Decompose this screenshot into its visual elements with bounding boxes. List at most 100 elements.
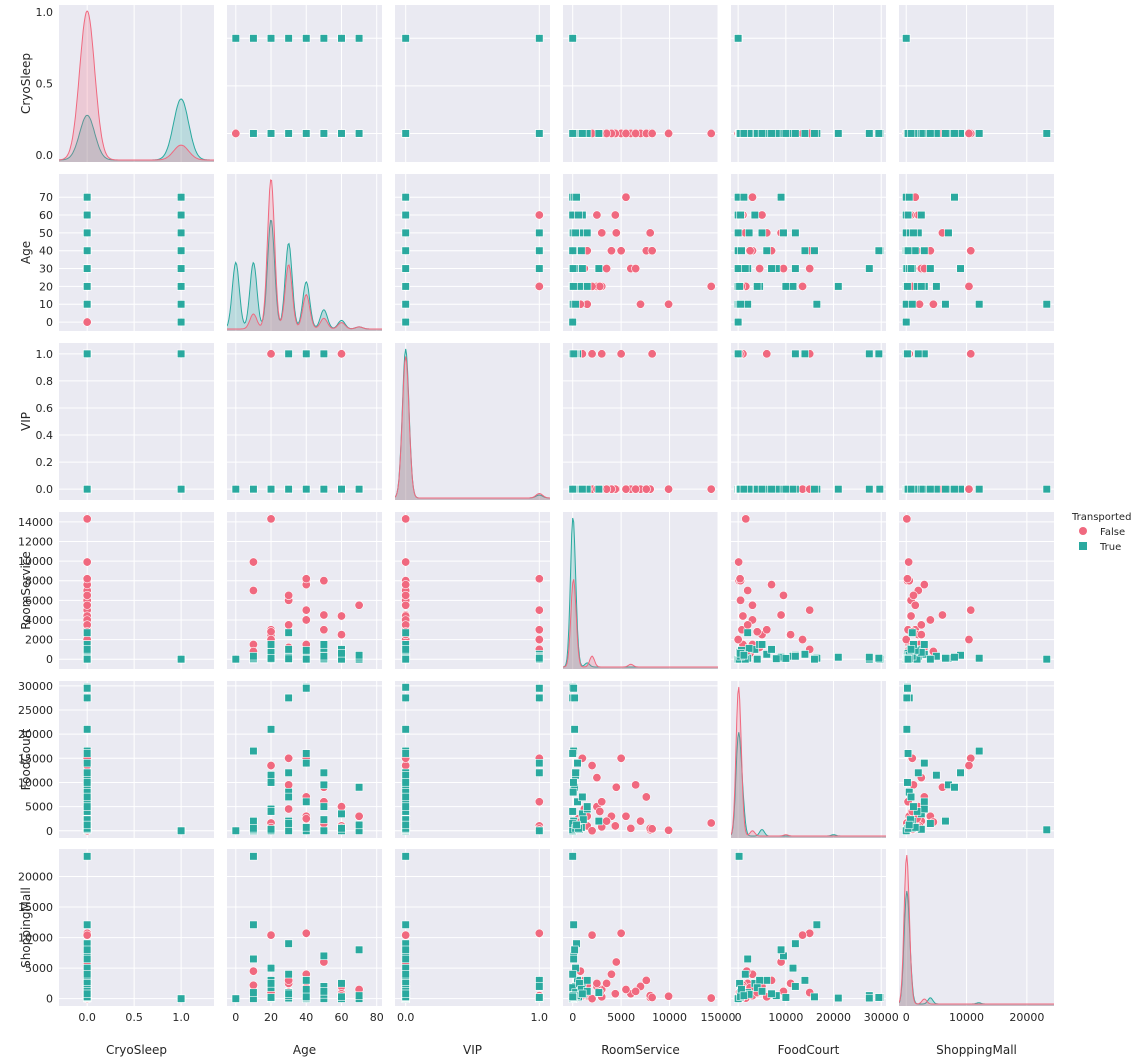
point-True <box>302 985 311 994</box>
point-True <box>865 264 874 273</box>
point-True <box>572 193 581 202</box>
point-True <box>568 992 577 1001</box>
panel-FoodCourt-vs-RoomService <box>563 681 719 838</box>
point-True <box>284 792 293 802</box>
point-True <box>355 945 364 954</box>
ylabel-ShoppingMall: ShoppingMall <box>19 887 33 968</box>
panel-FoodCourt-vs-FoodCourt <box>731 681 886 838</box>
point-True <box>739 129 748 138</box>
point-True <box>800 246 810 255</box>
point-True <box>319 951 328 961</box>
panel-ShoppingMall-vs-ShoppingMall <box>899 849 1054 1006</box>
ytick-label: 0.0 <box>36 149 54 162</box>
point-False <box>910 600 920 610</box>
point-False <box>966 605 976 615</box>
point-True <box>249 652 258 661</box>
point-True <box>800 129 810 138</box>
xtick-label: 10000 <box>949 1011 984 1024</box>
point-True <box>594 264 603 273</box>
point-False <box>916 620 926 630</box>
point-True <box>735 852 744 861</box>
point-False <box>621 128 631 138</box>
point-False <box>616 349 626 359</box>
point-False <box>82 557 92 567</box>
panel-Age-vs-CryoSleep <box>59 174 214 331</box>
point-True <box>734 228 743 237</box>
kde-line-False <box>395 356 550 499</box>
point-True <box>578 792 587 802</box>
point-False <box>354 600 364 610</box>
point-True <box>284 693 293 703</box>
point-True <box>583 976 592 985</box>
point-True <box>249 920 258 929</box>
point-True <box>579 815 588 824</box>
point-True <box>284 826 293 835</box>
point-True <box>401 852 410 861</box>
point-True <box>594 129 603 138</box>
point-True <box>791 982 800 991</box>
point-True <box>568 34 577 43</box>
point-False <box>741 514 751 524</box>
point-True <box>750 210 759 220</box>
point-False <box>747 600 757 610</box>
point-True <box>739 193 748 202</box>
point-True <box>950 653 959 662</box>
point-False <box>616 246 626 256</box>
point-False <box>82 930 92 940</box>
point-True <box>535 264 544 273</box>
point-True <box>302 684 311 693</box>
point-False <box>664 484 674 494</box>
point-False <box>606 246 616 256</box>
point-True <box>355 651 364 660</box>
point-True <box>319 987 328 996</box>
point-True <box>941 816 950 826</box>
point-False <box>248 557 258 567</box>
point-True <box>762 976 771 985</box>
ytick-label: 30000 <box>18 680 53 693</box>
point-True <box>83 852 92 861</box>
kde-line-False <box>227 179 382 330</box>
point-False <box>401 557 411 567</box>
xlabel-CryoSleep: CryoSleep <box>106 1043 167 1057</box>
point-True <box>83 768 92 777</box>
point-False <box>602 264 612 274</box>
point-True <box>266 993 276 1002</box>
legend-marker-False <box>1079 527 1087 535</box>
point-False <box>641 792 651 802</box>
point-False <box>284 590 294 600</box>
point-True <box>573 797 582 806</box>
point-True <box>776 945 786 954</box>
point-True <box>319 640 328 649</box>
point-True <box>401 920 410 929</box>
point-True <box>906 129 916 138</box>
point-False <box>757 210 767 220</box>
panel-FoodCourt-vs-CryoSleep <box>59 681 214 838</box>
point-True <box>810 485 819 494</box>
point-False <box>602 978 612 988</box>
point-True <box>177 246 186 255</box>
point-True <box>788 964 798 973</box>
point-False <box>587 930 597 940</box>
point-True <box>177 264 186 273</box>
point-True <box>401 34 410 43</box>
point-True <box>902 317 911 327</box>
point-True <box>577 246 586 255</box>
point-True <box>810 246 819 255</box>
point-True <box>302 759 311 768</box>
point-True <box>578 264 587 273</box>
point-True <box>401 228 410 237</box>
point-False <box>778 590 788 600</box>
point-True <box>83 655 92 664</box>
point-False <box>966 349 976 359</box>
ytick-label: 20000 <box>18 870 53 883</box>
ytick-label: 5000 <box>25 962 53 975</box>
point-False <box>595 806 605 816</box>
point-True <box>800 349 810 358</box>
ytick-label: 10000 <box>18 776 53 789</box>
point-True <box>757 987 767 996</box>
point-True <box>739 651 748 660</box>
point-False <box>592 978 602 988</box>
point-True <box>594 816 603 826</box>
point-False <box>248 585 258 595</box>
legend: Transported False True <box>1071 512 1131 553</box>
